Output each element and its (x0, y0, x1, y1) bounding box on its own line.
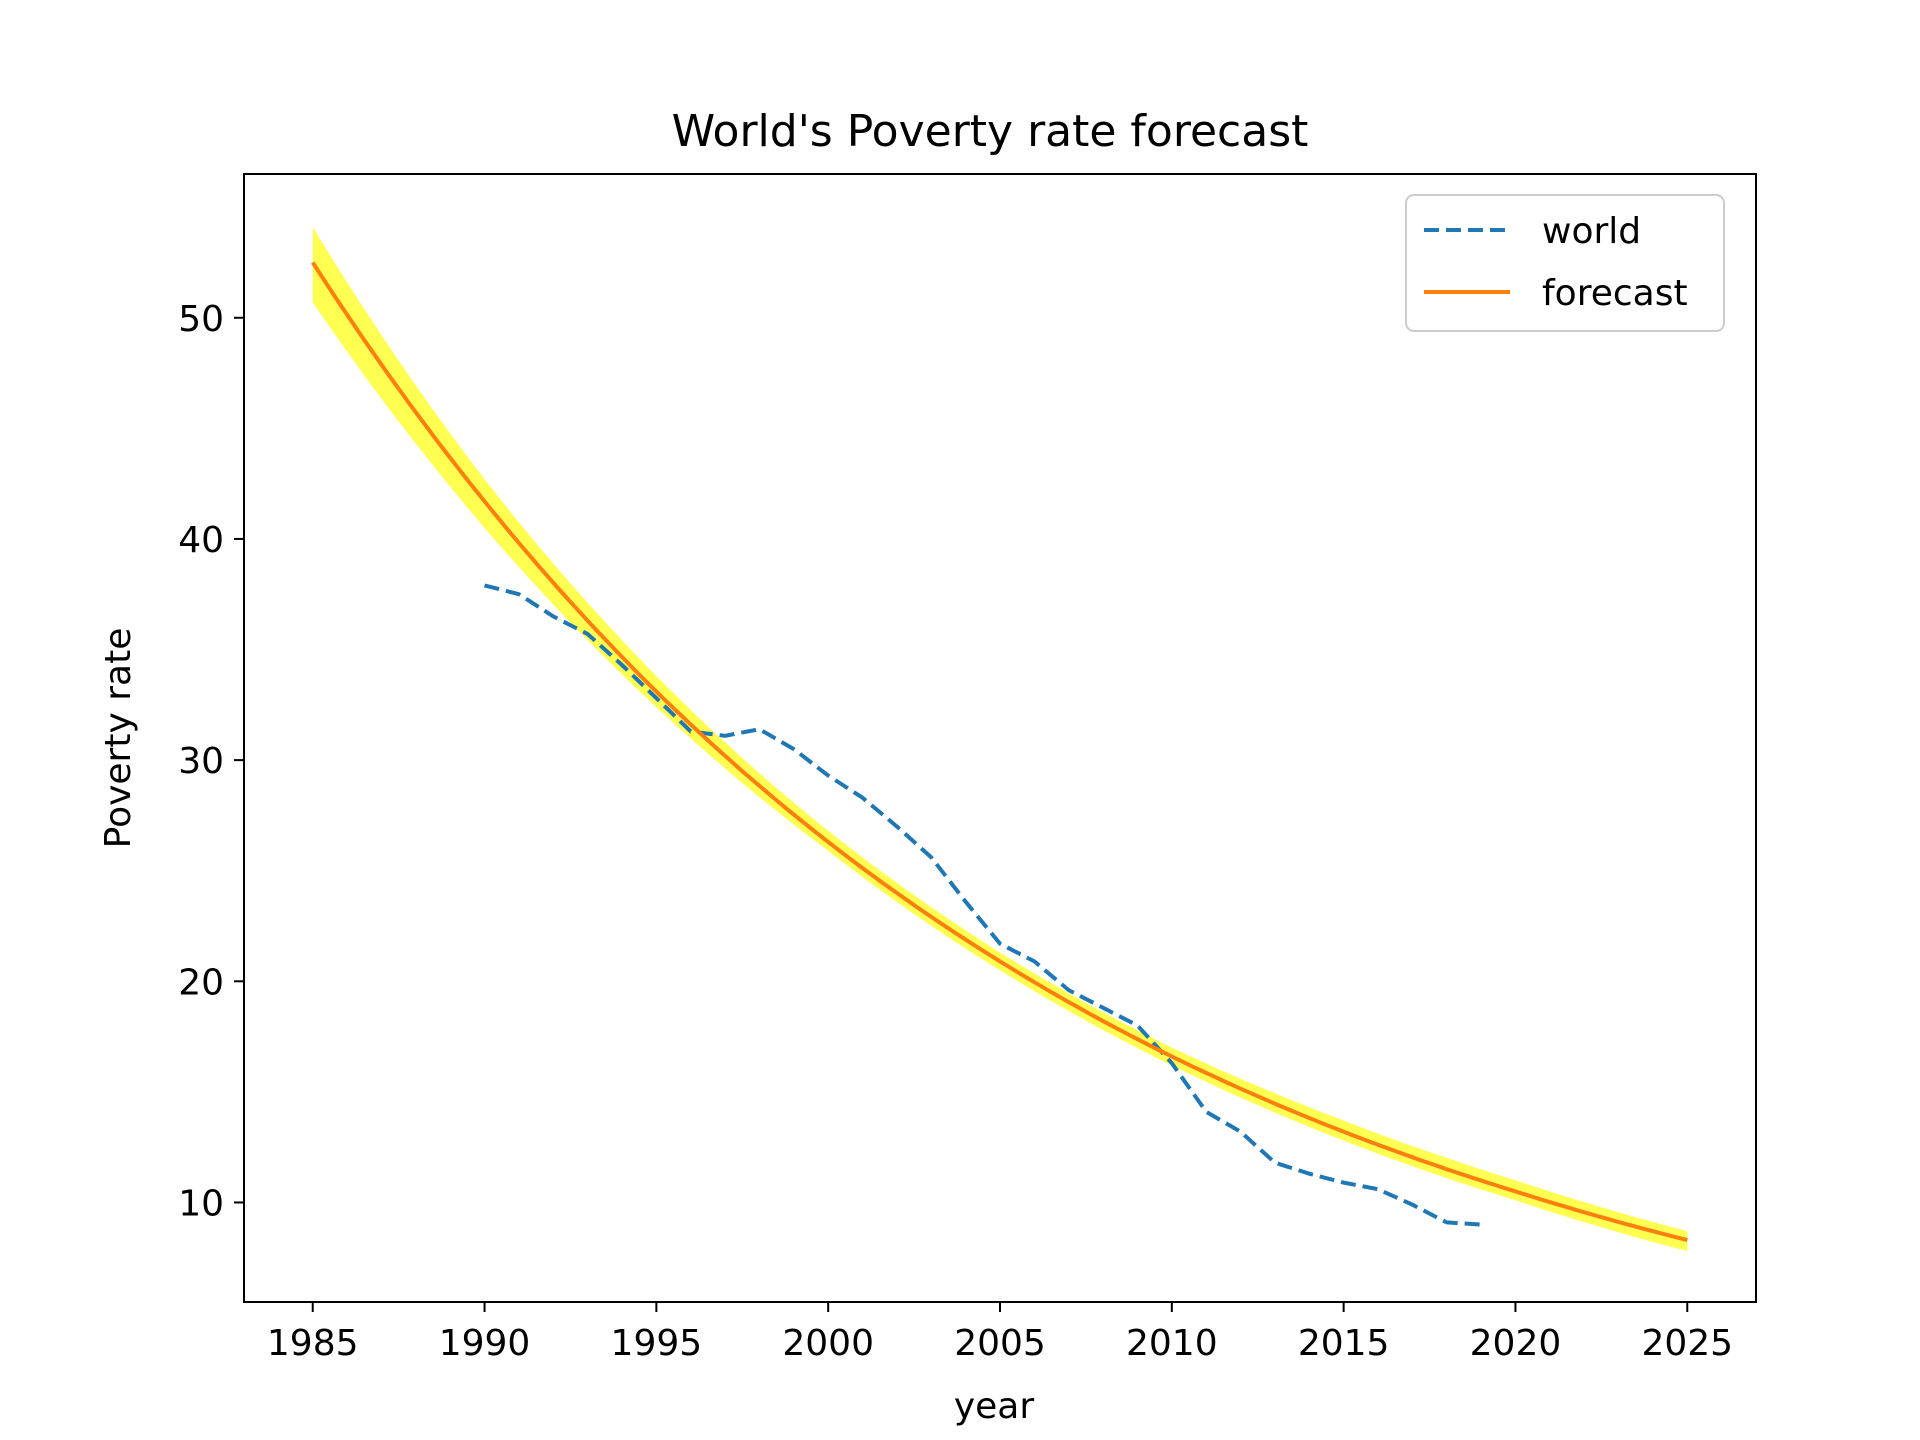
x-tick-label: 1990 (439, 1323, 531, 1364)
y-tick-label: 40 (178, 520, 224, 561)
x-tick-label: 1995 (611, 1323, 703, 1364)
y-axis-label: Poverty rate (98, 628, 139, 849)
y-axis-ticks: 10 20 30 40 50 (178, 299, 244, 1224)
x-tick-label: 2005 (954, 1323, 1046, 1364)
legend-world-label: world (1542, 211, 1641, 252)
x-tick-label: 2010 (1126, 1323, 1218, 1364)
y-tick-label: 30 (178, 741, 224, 782)
legend: world forecast (1405, 194, 1725, 332)
y-tick-label: 10 (178, 1183, 224, 1224)
legend-box (1405, 194, 1725, 332)
chart-title: World's Poverty rate forecast (672, 106, 1309, 157)
legend-forecast-label: forecast (1542, 273, 1688, 314)
confidence-band (312, 227, 1688, 1252)
series-line-world (484, 583, 1482, 1227)
plot-frame (243, 173, 1757, 1303)
x-axis-label: year (954, 1386, 1035, 1427)
x-tick-label: 2020 (1470, 1323, 1562, 1364)
x-tick-label: 2025 (1641, 1323, 1733, 1364)
x-tick-label: 2015 (1298, 1323, 1390, 1364)
x-tick-label: 2000 (782, 1323, 874, 1364)
series-layer (311, 261, 1688, 1243)
plot-area (243, 173, 1757, 1303)
y-tick-label: 50 (178, 299, 224, 340)
series-line-forecast (311, 261, 1688, 1243)
x-axis-ticks: 1985 1990 1995 2000 2005 2010 2015 2020 2025 (267, 1302, 1733, 1364)
x-tick-label: 1985 (267, 1323, 359, 1364)
y-tick-label: 20 (178, 962, 224, 1003)
